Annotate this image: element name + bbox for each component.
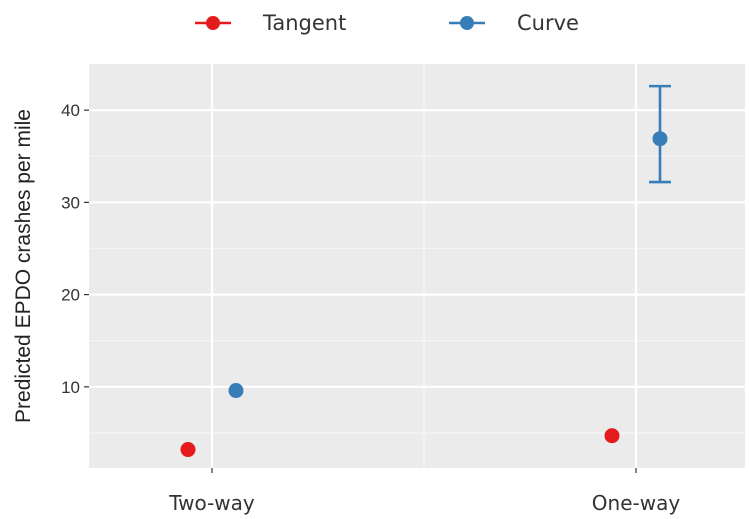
data-point: [228, 383, 244, 399]
data-point: [652, 131, 668, 147]
legend: Tangent Curve: [195, 11, 579, 35]
y-tick-label: 40: [61, 101, 80, 120]
legend-key-point: [460, 16, 474, 30]
grid: [89, 64, 745, 468]
data-marks: [180, 84, 671, 458]
legend-label: Tangent: [262, 11, 346, 35]
y-tick-label: 20: [61, 286, 80, 305]
x-tick-label: Two-way: [168, 491, 255, 515]
y-axis: 10 20 30 40: [61, 101, 89, 397]
legend-key-point: [206, 16, 220, 30]
y-tick-label: 30: [61, 193, 80, 212]
x-tick-label: One-way: [592, 491, 681, 515]
data-point: [180, 442, 196, 458]
panel-background: [89, 64, 745, 468]
y-axis-title: Predicted EPDO crashes per mile: [12, 109, 35, 423]
x-axis: Two-way One-way: [168, 468, 680, 515]
legend-label: Curve: [517, 11, 579, 35]
data-point: [604, 428, 620, 444]
y-tick-label: 10: [61, 378, 80, 397]
